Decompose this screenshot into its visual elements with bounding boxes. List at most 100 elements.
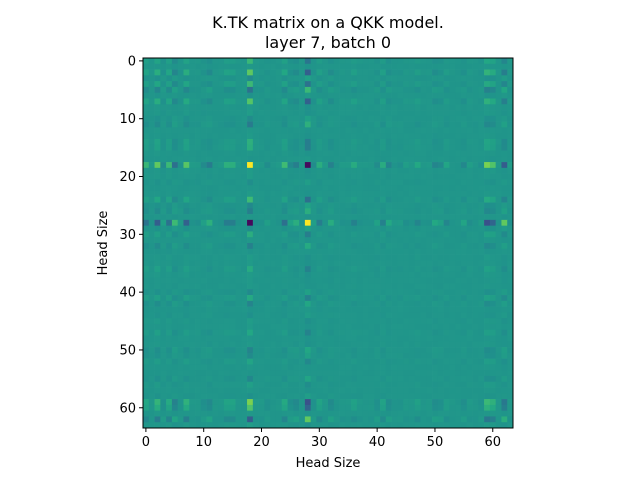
- heatmap-cell: [200, 416, 207, 423]
- heatmap-cell: [356, 352, 364, 359]
- heatmap-cell: [143, 254, 150, 261]
- heatmap-cell: [223, 63, 231, 70]
- heatmap-cell: [455, 306, 462, 313]
- heatmap-cell: [154, 196, 161, 203]
- heatmap-cell: [223, 410, 231, 417]
- heatmap-cell: [252, 399, 259, 406]
- heatmap-cell: [443, 335, 450, 342]
- heatmap-cell: [160, 202, 167, 209]
- heatmap-cell: [258, 422, 265, 429]
- heatmap-cell: [466, 422, 473, 429]
- heatmap-cell: [489, 254, 497, 261]
- heatmap-cell: [287, 156, 294, 163]
- heatmap-cell: [275, 133, 283, 140]
- heatmap-cell: [460, 121, 468, 128]
- heatmap-cell: [281, 138, 288, 146]
- heatmap-cell: [316, 202, 323, 209]
- heatmap-cell: [455, 92, 462, 99]
- heatmap-cell: [154, 364, 161, 371]
- heatmap-cell: [368, 329, 375, 336]
- heatmap-cell: [293, 214, 300, 221]
- heatmap-cell: [177, 150, 184, 157]
- heatmap-cell: [299, 98, 306, 105]
- heatmap-cell: [166, 81, 173, 88]
- heatmap-cell: [345, 404, 352, 412]
- heatmap-cell: [258, 266, 265, 273]
- heatmap-cell: [380, 219, 387, 227]
- heatmap-cell: [247, 341, 254, 348]
- heatmap-cell: [472, 231, 479, 238]
- heatmap-cell: [408, 190, 416, 198]
- heatmap-cell: [252, 254, 259, 261]
- heatmap-cell: [200, 133, 207, 140]
- heatmap-cell: [339, 335, 346, 342]
- heatmap-cell: [385, 318, 392, 325]
- heatmap-cell: [356, 283, 364, 290]
- heatmap-cell: [408, 254, 416, 261]
- heatmap-cell: [345, 225, 352, 232]
- heatmap-cell: [432, 81, 439, 88]
- heatmap-cell: [489, 347, 497, 354]
- heatmap-cell: [385, 266, 392, 273]
- heatmap-cell: [252, 86, 259, 94]
- heatmap-cell: [310, 58, 317, 65]
- heatmap-cell: [449, 318, 456, 325]
- heatmap-cell: [489, 283, 497, 290]
- heatmap-cell: [148, 185, 155, 192]
- heatmap-cell: [299, 138, 306, 146]
- heatmap-cell: [501, 121, 508, 128]
- heatmap-cell: [148, 219, 155, 227]
- heatmap-cell: [316, 190, 323, 198]
- heatmap-cell: [328, 352, 335, 359]
- heatmap-cell: [316, 370, 323, 377]
- heatmap-cell: [275, 196, 283, 203]
- heatmap-cell: [206, 283, 213, 290]
- heatmap-cell: [183, 243, 190, 250]
- heatmap-cell: [495, 329, 502, 336]
- heatmap-cell: [507, 81, 514, 88]
- heatmap-cell: [322, 393, 329, 400]
- heatmap-cell: [275, 69, 283, 76]
- heatmap-cell: [403, 86, 410, 94]
- heatmap-cell: [212, 162, 219, 169]
- heatmap-cell: [351, 260, 358, 267]
- heatmap-cell: [408, 138, 416, 146]
- heatmap-cell: [345, 375, 352, 383]
- heatmap-cell: [183, 329, 190, 336]
- heatmap-cell: [426, 335, 433, 342]
- heatmap-cell: [189, 115, 196, 122]
- heatmap-cell: [449, 277, 456, 284]
- heatmap-cell: [160, 341, 167, 348]
- heatmap-cell: [455, 271, 462, 279]
- heatmap-cell: [195, 410, 202, 417]
- heatmap-cell: [403, 138, 410, 146]
- heatmap-cell: [166, 312, 173, 319]
- heatmap-cell: [466, 214, 473, 221]
- heatmap-cell: [495, 127, 502, 134]
- heatmap-cell: [143, 92, 150, 99]
- heatmap-cell: [166, 289, 173, 296]
- heatmap-cell: [229, 358, 236, 365]
- heatmap-cell: [455, 150, 462, 157]
- heatmap-cell: [351, 185, 358, 192]
- heatmap-cell: [189, 214, 196, 221]
- heatmap-cell: [385, 260, 392, 267]
- heatmap-cell: [380, 150, 387, 157]
- heatmap-cell: [426, 283, 433, 290]
- heatmap-cell: [252, 185, 259, 192]
- heatmap-cell: [437, 289, 444, 296]
- heatmap-cell: [368, 138, 375, 146]
- heatmap-cell: [507, 387, 514, 394]
- heatmap-cell: [281, 248, 288, 255]
- heatmap-cell: [426, 179, 433, 186]
- heatmap-cell: [432, 323, 439, 331]
- heatmap-cell: [160, 225, 167, 232]
- heatmap-cell: [437, 115, 444, 122]
- heatmap-cell: [223, 58, 231, 65]
- heatmap-cell: [287, 133, 294, 140]
- heatmap-cell: [195, 121, 202, 128]
- heatmap-cell: [264, 214, 271, 221]
- heatmap-cell: [455, 352, 462, 359]
- heatmap-cell: [206, 300, 213, 307]
- heatmap-cell: [218, 162, 225, 169]
